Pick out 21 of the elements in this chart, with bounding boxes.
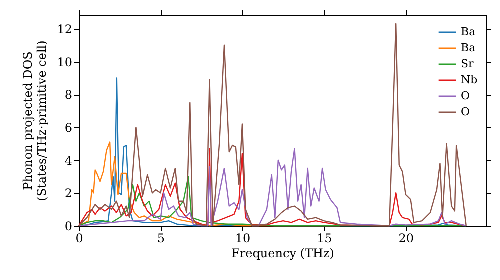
y-tick-label: 10: [57, 55, 72, 70]
x-tick-label: 20: [398, 232, 414, 246]
x-tick-label: 10: [235, 232, 251, 246]
y-tick-label: 8: [64, 88, 72, 102]
line-series: [78, 176, 467, 227]
y-tick-label: 0: [64, 220, 72, 234]
y-tick-label: 6: [64, 120, 72, 135]
legend-label: O: [461, 106, 470, 118]
x-axis-title: Frequency (THz): [232, 246, 334, 260]
y-tick-label: 12: [57, 22, 72, 36]
legend-label: O: [461, 90, 470, 102]
legend-label: Nb: [461, 74, 478, 86]
y-axis-title: Phonon projected DOS (States/THz·primitive cell): [21, 40, 50, 202]
y-tick-label: 4: [64, 154, 73, 168]
x-tick-label: 0: [76, 232, 84, 246]
x-tick-label: 15: [317, 232, 332, 246]
x-tick-label: 5: [157, 232, 166, 246]
legend-label: Sr: [461, 58, 475, 70]
y-tick-label: 2: [64, 186, 72, 201]
legend-label: Ba: [461, 42, 476, 54]
legend-label: Ba: [461, 26, 476, 38]
